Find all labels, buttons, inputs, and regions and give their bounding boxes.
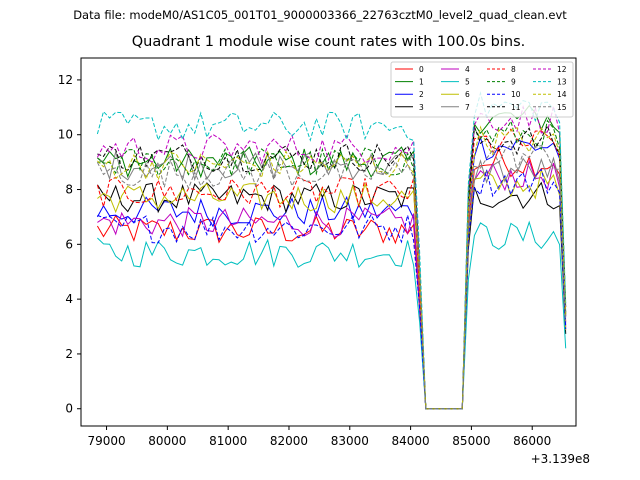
y-tick-label-6: 6: [65, 237, 73, 251]
y-tick-label-0: 0: [65, 402, 73, 416]
x-tick-label-83000: 83000: [331, 434, 369, 448]
legend-label-12: 12: [557, 65, 567, 74]
y-tick-label-8: 8: [65, 183, 73, 197]
series-lines: [96, 91, 567, 410]
legend-label-3: 3: [419, 103, 424, 112]
series-line-8: [96, 128, 567, 410]
x-tick-label-86000: 86000: [513, 434, 551, 448]
x-tick-label-81000: 81000: [209, 434, 247, 448]
x-offset-label: +3.139e8: [530, 452, 590, 466]
legend-label-10: 10: [511, 90, 521, 99]
legend-label-11: 11: [511, 103, 521, 112]
series-line-4: [97, 159, 567, 410]
x-tick-label-84000: 84000: [392, 434, 430, 448]
legend-label-7: 7: [465, 103, 470, 112]
x-tick-label-85000: 85000: [452, 434, 490, 448]
legend-label-4: 4: [465, 65, 470, 74]
legend-label-5: 5: [465, 78, 470, 87]
series-line-3: [96, 181, 567, 410]
legend-label-13: 13: [557, 78, 567, 87]
x-tick-label-80000: 80000: [148, 434, 186, 448]
series-line-5: [97, 220, 567, 410]
y-tick-label-2: 2: [65, 347, 73, 361]
series-line-10: [97, 168, 567, 410]
series-line-14: [97, 125, 567, 410]
chart-title: Quadrant 1 module wise count rates with …: [131, 34, 526, 50]
series-line-0: [96, 147, 567, 410]
legend-box: [390, 61, 574, 118]
series-line-6: [97, 168, 567, 410]
legend-label-9: 9: [511, 78, 516, 87]
y-tick-label-4: 4: [65, 292, 73, 306]
legend-label-6: 6: [465, 90, 470, 99]
data-file-title: Data file: modeM0/AS1C05_001T01_90000033…: [73, 8, 567, 22]
series-line-15: [96, 144, 567, 410]
series-line-12: [96, 104, 567, 410]
y-tick-label-10: 10: [58, 128, 73, 142]
series-line-13: [96, 91, 567, 410]
legend-label-15: 15: [557, 103, 567, 112]
plot-frame: [80, 57, 577, 427]
series-line-9: [97, 119, 567, 410]
legend-label-8: 8: [511, 65, 516, 74]
legend-label-14: 14: [557, 90, 567, 99]
x-tick-label-79000: 79000: [87, 434, 125, 448]
legend-label-0: 0: [419, 65, 424, 74]
legend-label-2: 2: [419, 90, 424, 99]
series-line-7: [97, 149, 567, 410]
legend-label-1: 1: [419, 78, 424, 87]
x-tick-label-82000: 82000: [270, 434, 308, 448]
series-line-2: [96, 135, 567, 410]
y-tick-label-12: 12: [58, 73, 73, 87]
